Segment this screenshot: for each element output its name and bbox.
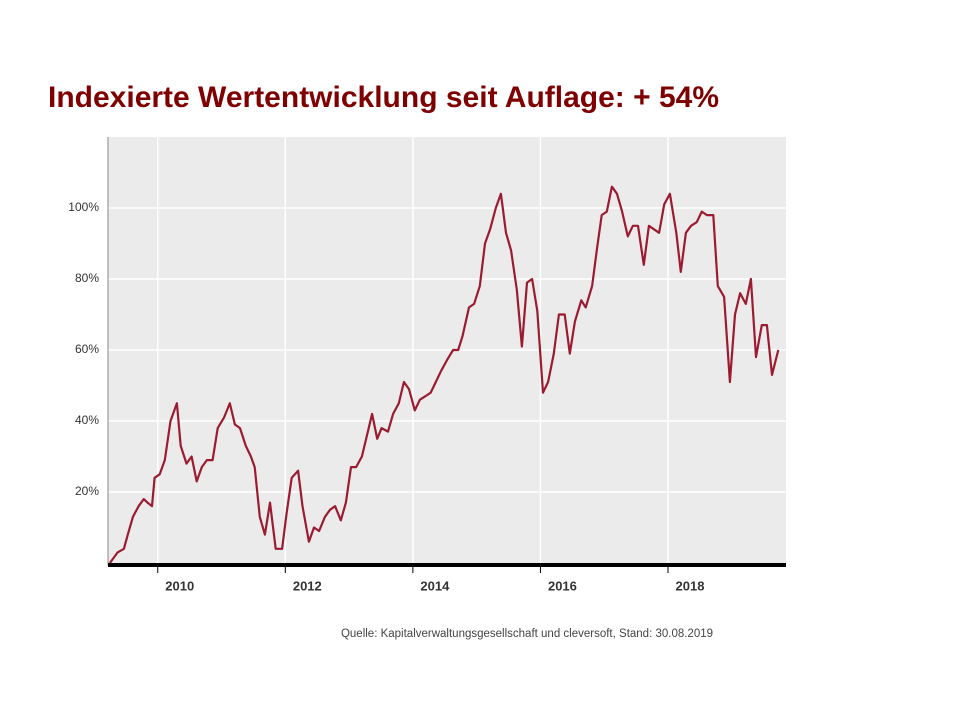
y-tick-label: 80% <box>75 271 99 285</box>
x-tick-label: 2014 <box>420 578 450 593</box>
y-tick-label: 40% <box>75 413 99 427</box>
source-note: Quelle: Kapitalverwaltungsgesellschaft u… <box>341 628 713 640</box>
data-line <box>109 185 780 564</box>
y-tick-label: 20% <box>75 484 99 498</box>
y-tick-label: 60% <box>75 342 99 356</box>
x-tick-label: 2012 <box>293 578 322 593</box>
x-tick-label: 2010 <box>165 578 194 593</box>
plot-background <box>108 137 786 565</box>
x-tick-label: 2018 <box>676 578 705 593</box>
slide-title: Indexierte Wertentwicklung seit Auflage:… <box>48 81 719 114</box>
x-tick-label: 2016 <box>548 578 577 593</box>
y-tick-label: 100% <box>68 200 99 214</box>
